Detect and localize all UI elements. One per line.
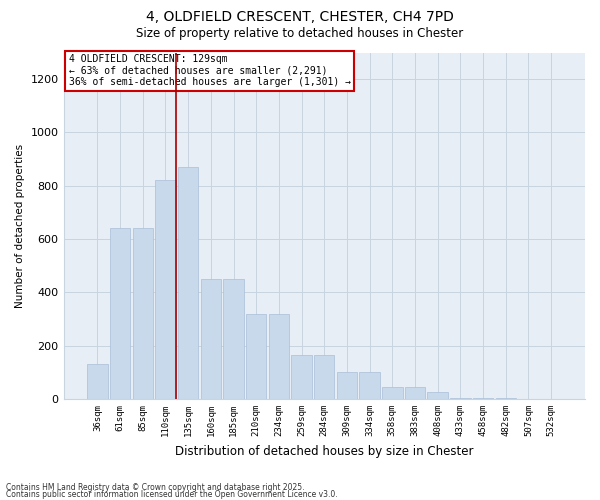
Bar: [359, 372, 380, 399]
Text: Contains public sector information licensed under the Open Government Licence v3: Contains public sector information licen…: [6, 490, 338, 499]
Bar: [246, 314, 266, 399]
Bar: [269, 314, 289, 399]
Text: 4, OLDFIELD CRESCENT, CHESTER, CH4 7PD: 4, OLDFIELD CRESCENT, CHESTER, CH4 7PD: [146, 10, 454, 24]
Bar: [223, 279, 244, 399]
Bar: [87, 364, 107, 399]
Bar: [427, 392, 448, 399]
Text: Size of property relative to detached houses in Chester: Size of property relative to detached ho…: [136, 28, 464, 40]
Bar: [155, 180, 176, 399]
Bar: [496, 398, 516, 399]
Bar: [473, 398, 493, 399]
Bar: [541, 398, 561, 399]
Text: Contains HM Land Registry data © Crown copyright and database right 2025.: Contains HM Land Registry data © Crown c…: [6, 484, 305, 492]
Bar: [178, 167, 199, 399]
Bar: [518, 398, 539, 399]
Bar: [382, 387, 403, 399]
Bar: [200, 279, 221, 399]
Bar: [337, 372, 357, 399]
Bar: [314, 355, 334, 399]
Bar: [450, 398, 470, 399]
Bar: [133, 228, 153, 399]
Bar: [292, 355, 312, 399]
Bar: [405, 387, 425, 399]
Y-axis label: Number of detached properties: Number of detached properties: [15, 144, 25, 308]
X-axis label: Distribution of detached houses by size in Chester: Distribution of detached houses by size …: [175, 444, 473, 458]
Bar: [110, 228, 130, 399]
Text: 4 OLDFIELD CRESCENT: 129sqm
← 63% of detached houses are smaller (2,291)
36% of : 4 OLDFIELD CRESCENT: 129sqm ← 63% of det…: [69, 54, 351, 88]
